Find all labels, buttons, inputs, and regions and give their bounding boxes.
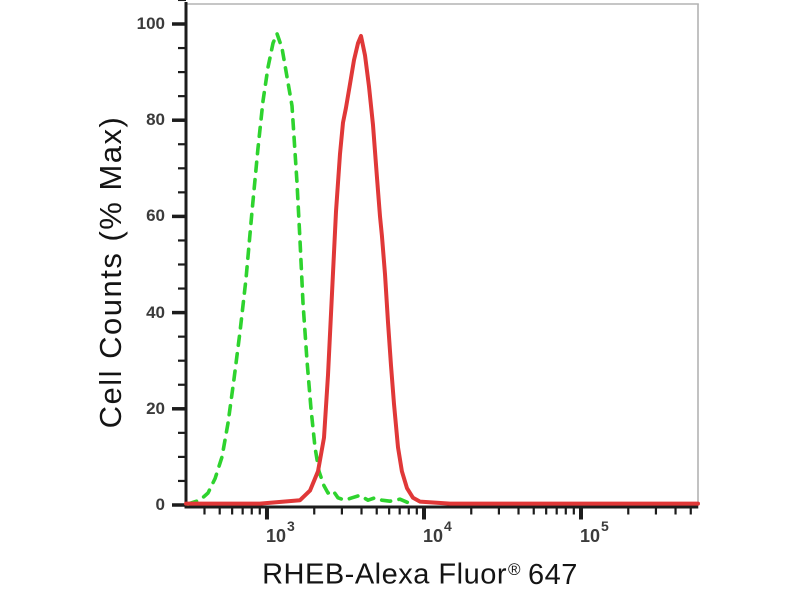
y-tick-label-20: 20 <box>146 398 165 418</box>
x-tick-label-10e4: 104 <box>422 518 452 546</box>
x-tick-label-10e5: 105 <box>580 518 609 546</box>
green-dashed-curve <box>186 31 415 506</box>
y-tick-label-100: 100 <box>136 14 165 33</box>
y-tick-label-80: 80 <box>146 110 165 130</box>
y-tick-label-60: 60 <box>146 206 165 226</box>
x-axis-title: RHEB-Alexa Fluor® 647 <box>262 558 578 592</box>
y-axis-title: Cell Counts (% Max) <box>93 115 128 429</box>
y-tick-label-40: 40 <box>146 302 165 322</box>
x-axis-title-suffix: 647 <box>528 558 578 591</box>
x-axis-title-main: RHEB-Alexa Fluor <box>262 558 507 591</box>
x-tick-label-10e3: 103 <box>265 518 295 546</box>
registered-trademark-superscript: ® <box>507 560 522 579</box>
y-tick-label-0: 0 <box>155 495 165 514</box>
red-solid-curve <box>184 34 700 506</box>
